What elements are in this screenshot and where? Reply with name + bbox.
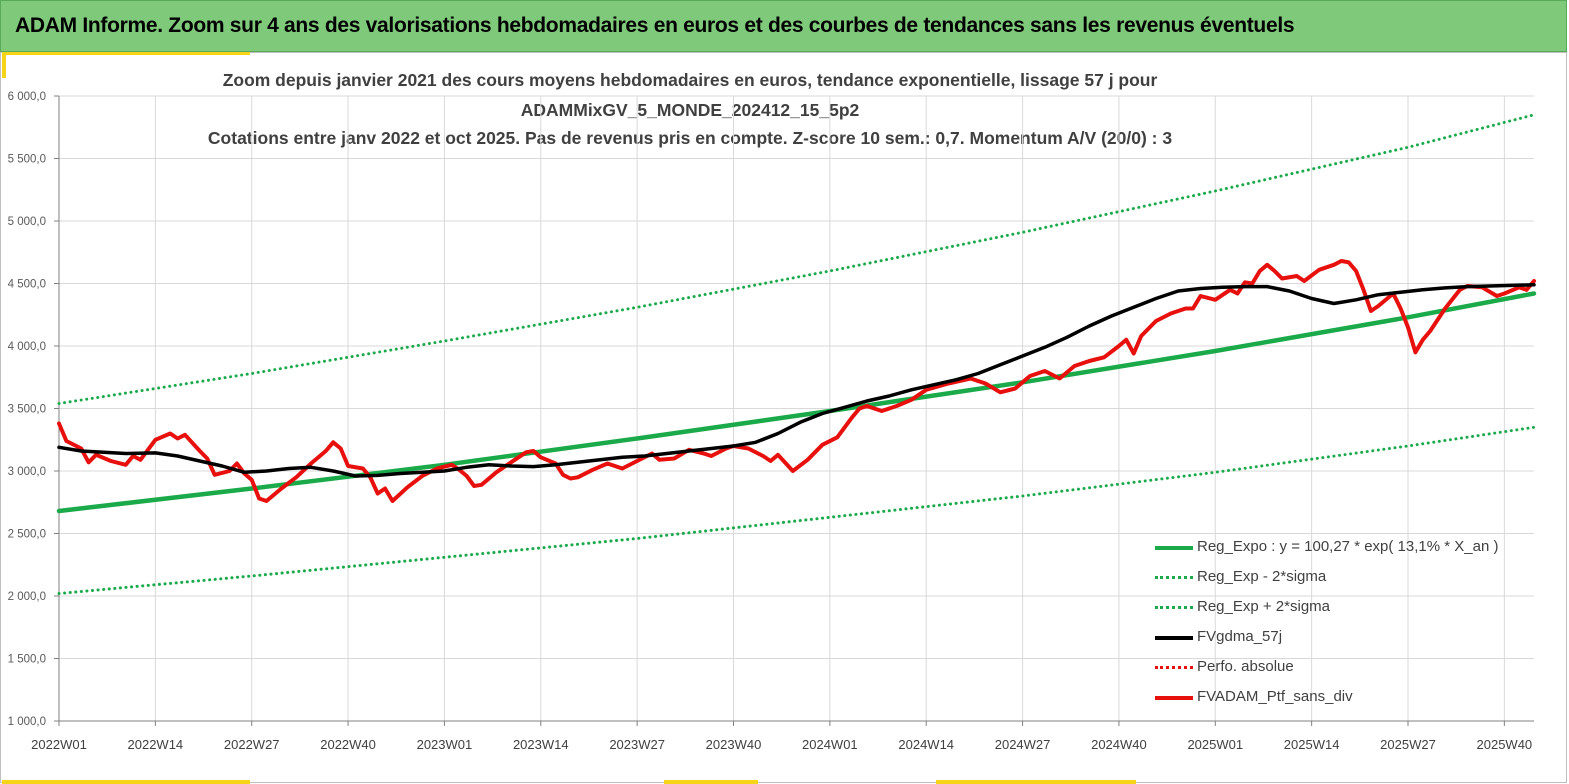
legend-swatch (1155, 666, 1193, 669)
legend-entry: Perfo. absolue (1155, 656, 1555, 678)
legend-swatch (1155, 546, 1193, 550)
accent-bar-bottom-left (2, 780, 250, 784)
legend-swatch (1155, 576, 1193, 579)
chart-title-line-2: ADAMMixGV_5_MONDE_202412_15_5p2 (520, 100, 860, 120)
accent-bar-bottom-mid (664, 780, 758, 784)
header-banner: ADAM Informe. Zoom sur 4 ans des valoris… (0, 0, 1567, 52)
accent-bar-top (2, 52, 250, 55)
legend-label: FVADAM_Ptf_sans_div (1197, 688, 1353, 705)
legend-entry: Reg_Exp - 2*sigma (1155, 566, 1555, 588)
legend-label: FVgdma_57j (1197, 628, 1283, 645)
chart-title-line-3: Cotations entre janv 2022 et oct 2025. P… (207, 128, 1173, 148)
legend-entry: Reg_Exp + 2*sigma (1155, 596, 1555, 618)
legend-entry: FVADAM_Ptf_sans_div (1155, 686, 1555, 708)
legend-label: Reg_Exp + 2*sigma (1197, 598, 1330, 615)
legend-swatch (1155, 606, 1193, 609)
chart-title-line-1: Zoom depuis janvier 2021 des cours moyen… (222, 70, 1158, 90)
legend-label: Reg_Exp - 2*sigma (1197, 568, 1327, 585)
legend-swatch (1155, 636, 1193, 640)
legend-label: Perfo. absolue (1197, 658, 1294, 675)
legend-entry: FVgdma_57j (1155, 626, 1555, 648)
banner-title: ADAM Informe. Zoom sur 4 ans des valoris… (15, 14, 1295, 37)
accent-bar-bottom-right (936, 780, 1136, 784)
accent-bar-left (2, 52, 6, 78)
legend-entry: Reg_Expo : y = 100,27 * exp( 13,1% * X_a… (1155, 536, 1555, 558)
legend-swatch (1155, 696, 1193, 700)
legend-label: Reg_Expo : y = 100,27 * exp( 13,1% * X_a… (1197, 538, 1499, 555)
